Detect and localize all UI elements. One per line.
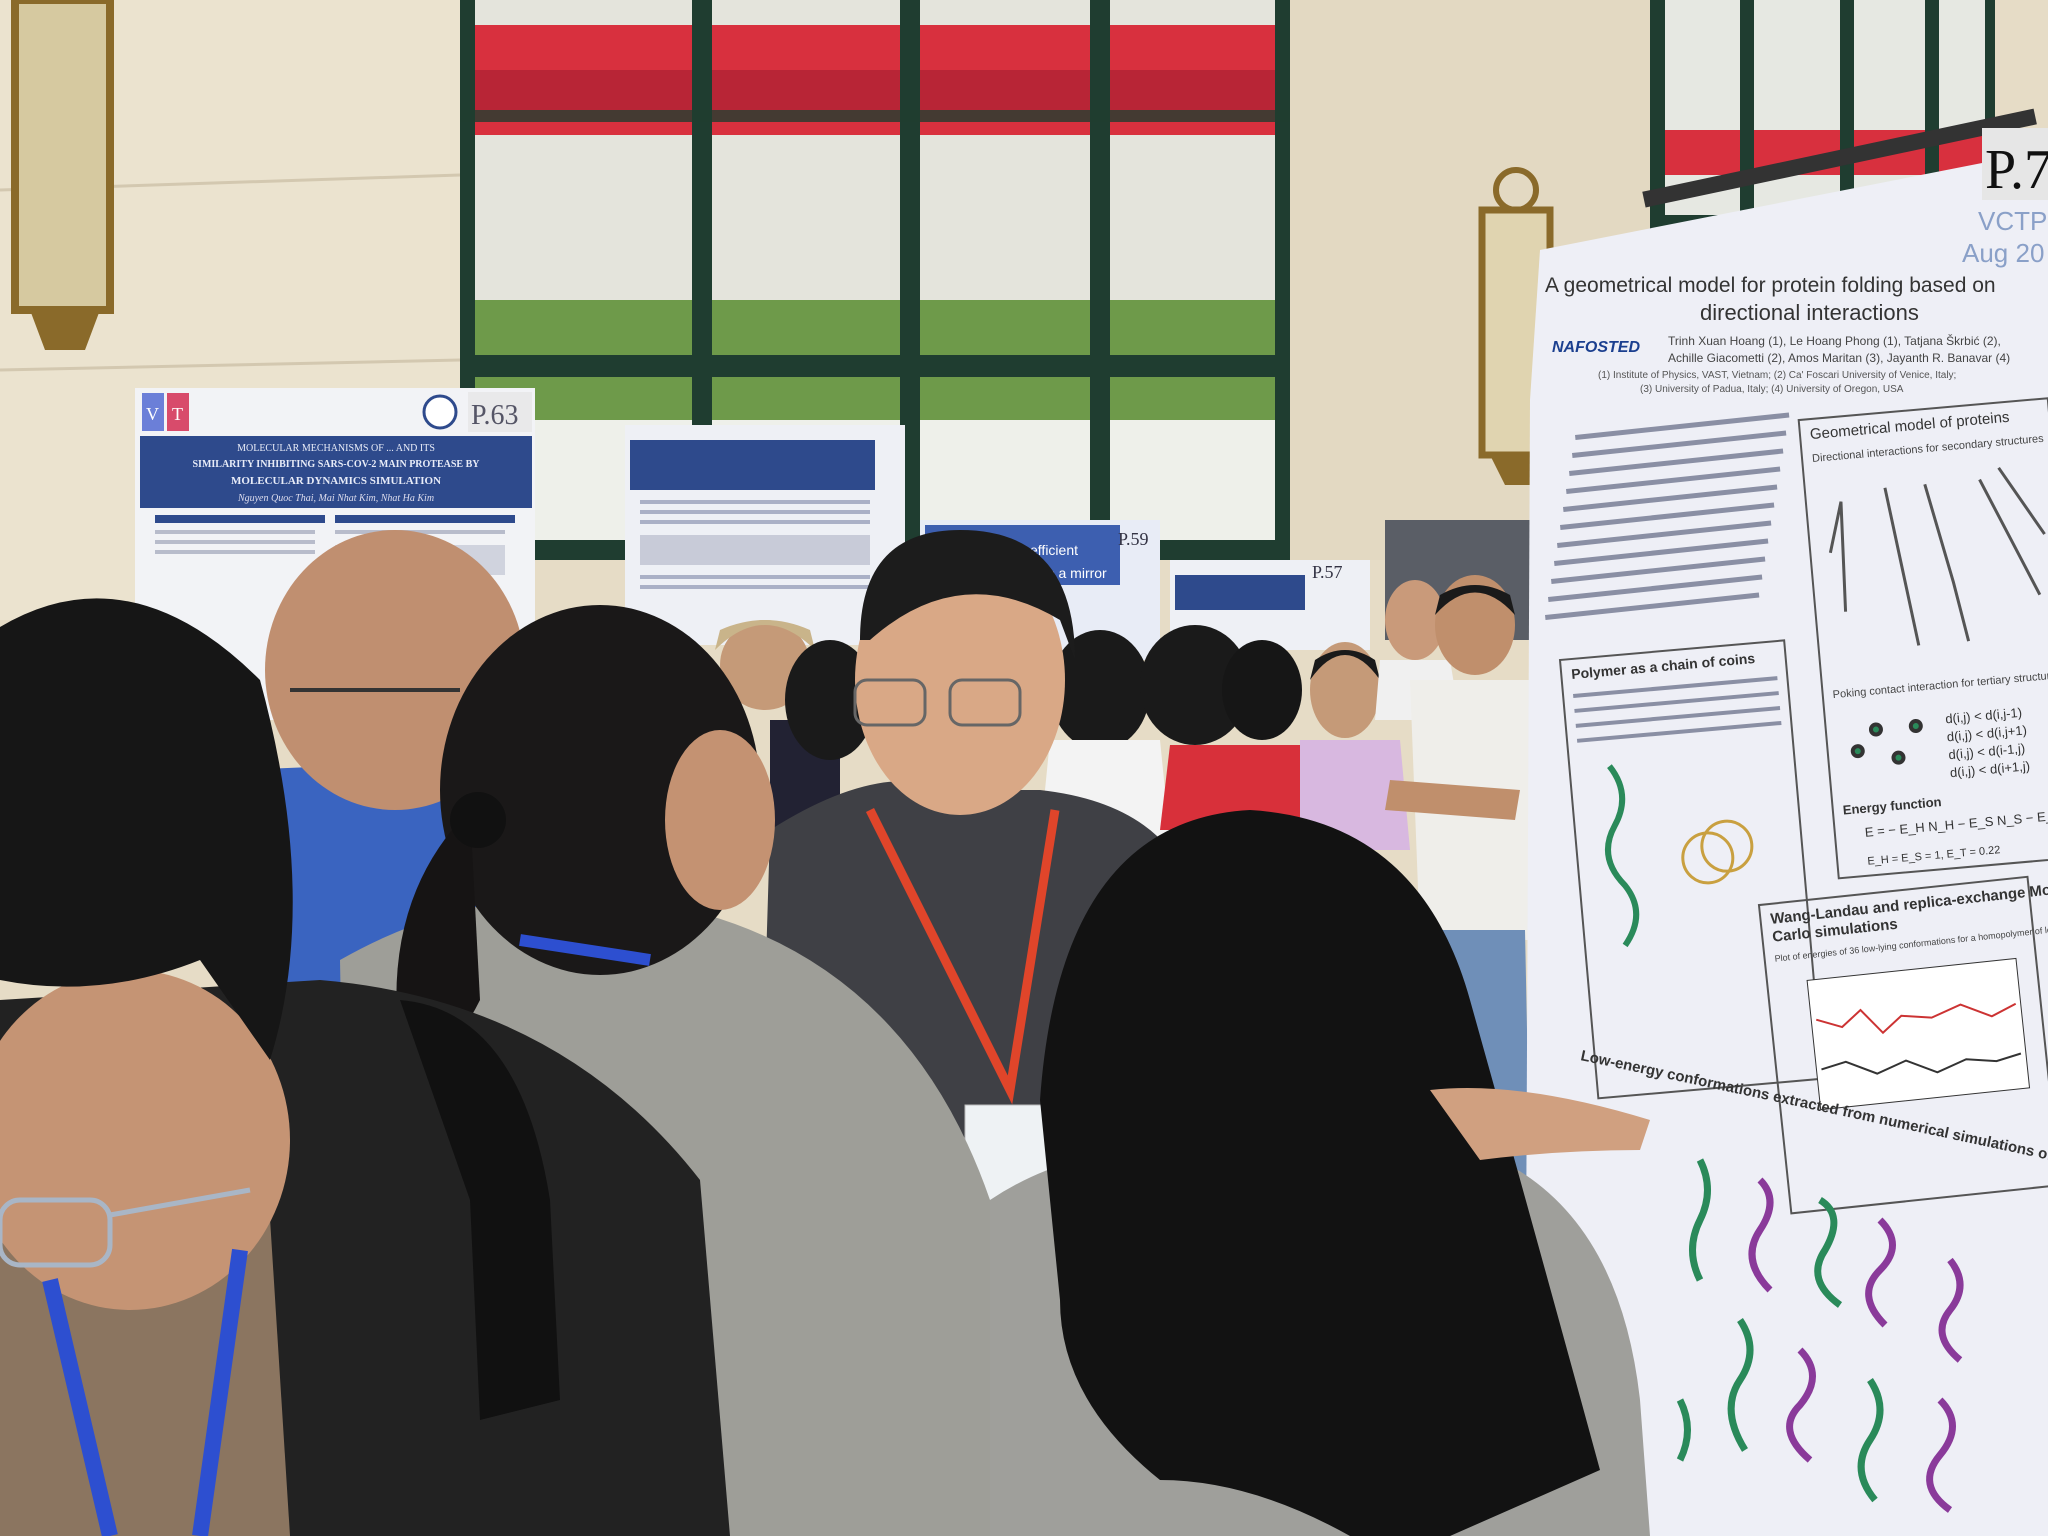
poster-title-line1: A geometrical model for protein folding … [1545, 274, 1996, 297]
poster-number: P.7 [1985, 139, 2048, 201]
conformation-structures [1676, 1158, 1964, 1513]
backpack-strap [400, 1000, 560, 1420]
poster-banner [140, 436, 532, 508]
poster-authors-2: Achille Giacometti (2), Amos Maritan (3)… [1668, 351, 2010, 365]
intro-text [1545, 412, 1790, 620]
nafosted-logo: NAFOSTED [1552, 339, 1640, 356]
poster-affil-2: (3) University of Padua, Italy; (4) Univ… [1640, 384, 1904, 395]
poster-p7: P.7 VCTP Aug 20 A geometrical model for … [1525, 108, 2048, 1536]
poster-clamp-bar [1642, 108, 2037, 208]
glasses [0, 1187, 251, 1268]
conference-name: VCTP [1978, 206, 2047, 236]
poster-affil-1: (1) Institute of Physics, VAST, Vietnam;… [1598, 370, 1956, 381]
poster-center [625, 425, 905, 645]
person-foreground-man [0, 598, 730, 1536]
institute-logo [422, 394, 458, 430]
wall-molding [0, 358, 461, 372]
poster-number: P.63 [471, 400, 518, 431]
poster-authors: Nguyen Quoc Thai, Mai Nhat Kim, Nhat Ha … [237, 493, 434, 504]
poster-title-line1: MOLECULAR MECHANISMS OF ... AND ITS [237, 443, 435, 454]
poster-title-line2: directional interactions [1700, 300, 1919, 325]
poster-p59-line1: efficient [1030, 542, 1078, 558]
poster-title-line2: SIMILARITY INHIBITING SARS-COV-2 MAIN PR… [193, 459, 481, 470]
poster-number-card [468, 392, 532, 432]
blue-lanyard [42, 1248, 248, 1536]
glasses [853, 678, 1022, 727]
red-lanyard [865, 807, 1060, 1105]
conference-date: Aug 20 [1962, 238, 2044, 268]
logo-letter: T [172, 404, 183, 424]
person-woman-long-hair [990, 810, 1650, 1536]
pointing-arm [1430, 1088, 1650, 1160]
wall-lamp-left [11, 0, 114, 350]
person-red-shirt [1160, 745, 1330, 830]
poster-title-line3: MOLECULAR DYNAMICS SIMULATION [231, 475, 441, 487]
poking-rule: d(i,j) < d(i-1,j) [1948, 741, 2026, 763]
poking-rule: d(i,j) < d(i,j-1) [1945, 705, 2023, 727]
poster-number: P.57 [1312, 562, 1343, 582]
energy-plot [1806, 957, 2031, 1111]
logo-letter: V [146, 404, 159, 424]
logo-block [167, 393, 189, 431]
poster-number-card [1982, 128, 2048, 200]
poster-number: P.59 [1118, 529, 1149, 549]
poking-rule: d(i,j) < d(i,j+1) [1946, 722, 2027, 744]
poking-rule: d(i,j) < d(i+1,j) [1949, 758, 2030, 780]
poster-authors-1: Trinh Xuan Hoang (1), Le Hoang Phong (1)… [1668, 333, 2001, 348]
logo-block [142, 393, 164, 431]
